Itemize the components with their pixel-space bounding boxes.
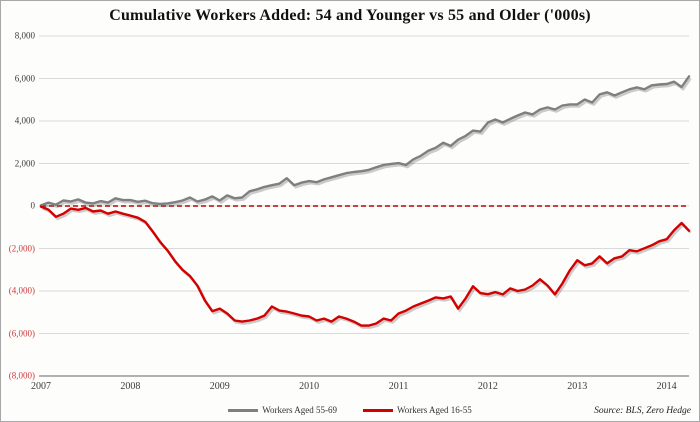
- workers-aged-55-69-shadow: [42, 77, 692, 209]
- x-tick-label: 2009: [209, 381, 230, 392]
- younger-series-line-swatch: [363, 408, 393, 412]
- workers-aged-16-55-shadow: [42, 207, 692, 329]
- y-tick-label: 6,000: [14, 73, 35, 83]
- workers-aged-16-55-line: [39, 205, 691, 327]
- y-tick-label: (4,000): [8, 285, 35, 296]
- legend-item-younger: Workers Aged 16-55: [363, 405, 472, 415]
- y-tick-label: 8,000: [14, 30, 35, 41]
- x-tick-label: 2007: [31, 381, 51, 392]
- y-tick-label: 4,000: [14, 115, 35, 126]
- workers-aged-55-69-line: [39, 75, 691, 207]
- y-tick-label: (2,000): [8, 243, 35, 253]
- x-tick-label: 2013: [567, 381, 588, 392]
- source-note: Source: BLS, Zero Hedge: [594, 406, 691, 416]
- y-tick-label: (6,000): [8, 328, 35, 338]
- legend: Workers Aged 55-69 Workers Aged 16-55: [1, 405, 699, 415]
- legend-label-younger: Workers Aged 16-55: [397, 405, 472, 415]
- y-tick-label: (8,000): [8, 370, 35, 381]
- x-tick-label: 2010: [299, 381, 320, 392]
- older-series-line-swatch: [228, 408, 259, 412]
- chart-title: Cumulative Workers Added: 54 and Younger…: [109, 7, 591, 24]
- y-tick-label: 2,000: [14, 158, 35, 168]
- x-tick-label: 2008: [120, 381, 141, 392]
- x-tick-label: 2014: [656, 381, 677, 392]
- x-tick-label: 2011: [388, 381, 409, 392]
- x-tick-label: 2012: [477, 381, 498, 392]
- y-tick-label: 0: [30, 200, 36, 211]
- legend-item-older: Workers Aged 55-69: [228, 405, 337, 415]
- legend-label-older: Workers Aged 55-69: [262, 405, 337, 415]
